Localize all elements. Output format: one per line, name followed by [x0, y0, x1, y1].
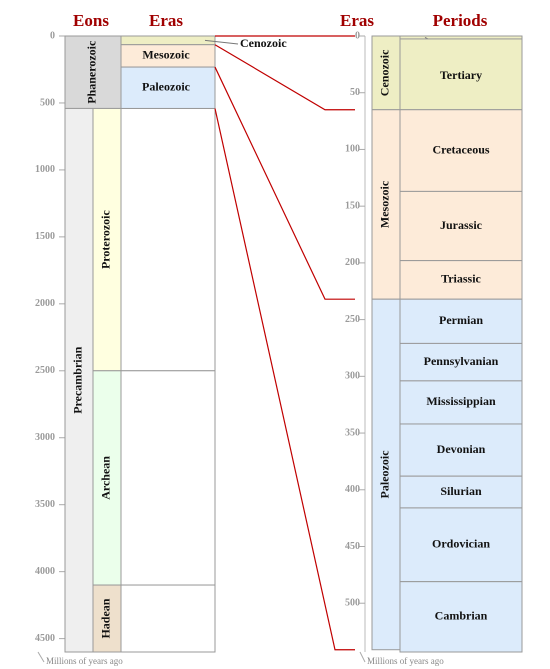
eon-box — [92, 370, 122, 586]
unit-label: Mesozoic — [142, 48, 190, 62]
header: Eras — [149, 11, 183, 30]
tick-label: 4500 — [35, 633, 55, 644]
unit-label: Precambrian — [71, 346, 85, 413]
header: Eons — [73, 11, 109, 30]
unit-label: Permian — [439, 313, 483, 327]
tick-label: 2000 — [35, 298, 55, 309]
header: Eras — [340, 11, 374, 30]
tick-label: 50 — [350, 87, 360, 98]
period-box — [399, 475, 523, 509]
unit-label: Hadean — [99, 598, 113, 638]
unit-label: Triassic — [441, 272, 481, 286]
unit-label: Cretaceous — [432, 142, 489, 156]
header: Periods — [433, 11, 488, 30]
tick-label: 4000 — [35, 566, 55, 577]
eon-box — [64, 35, 122, 109]
period-box — [399, 342, 523, 382]
unit-label: Tertiary — [440, 68, 482, 82]
tick-label: 300 — [345, 371, 360, 382]
axis-caption: Millions of years ago — [367, 656, 444, 666]
unit-label: Cambrian — [435, 609, 488, 623]
tick-label: 150 — [345, 200, 360, 211]
tick-label: 200 — [345, 257, 360, 268]
unit-label: Paleozoic — [378, 450, 392, 499]
tick-label: 100 — [345, 144, 360, 155]
era-box — [120, 66, 216, 109]
eon-box — [92, 584, 122, 653]
era-box — [120, 35, 216, 46]
connector — [214, 66, 355, 300]
tick-label: 500 — [40, 97, 55, 108]
period-box — [399, 190, 523, 262]
tick-label: 450 — [345, 541, 360, 552]
period-box — [399, 423, 523, 477]
unit-label: Phanerozoic — [85, 40, 99, 104]
tick-label: 0 — [50, 30, 55, 41]
tick-label: 250 — [345, 314, 360, 325]
eon-box — [92, 107, 122, 372]
unit-label: Devonian — [437, 442, 486, 456]
era-box — [120, 584, 216, 653]
era-box — [371, 298, 401, 651]
connector — [214, 108, 355, 651]
tick-label: 1500 — [35, 231, 55, 242]
unit-label: Archean — [99, 456, 113, 500]
tick-label: 500 — [345, 598, 360, 609]
eon-box — [64, 107, 94, 653]
unit-label: Jurassic — [440, 218, 483, 232]
period-box — [399, 109, 523, 192]
era-box — [371, 35, 401, 111]
unit-label: Ordovician — [432, 537, 490, 551]
unit-label: Pennsylvanian — [424, 354, 499, 368]
tick-label: 0 — [355, 30, 360, 41]
tick-label: 400 — [345, 484, 360, 495]
tick-label: 2500 — [35, 365, 55, 376]
unit-label: Mesozoic — [378, 180, 392, 228]
unit-label: Proterozoic — [99, 210, 113, 270]
tick-label: 1000 — [35, 164, 55, 175]
tick-label: 3500 — [35, 499, 55, 510]
unit-label: Paleozoic — [142, 80, 191, 94]
tick-label: 3000 — [35, 432, 55, 443]
era-box — [120, 370, 216, 586]
axis-caption: Millions of years ago — [46, 656, 123, 666]
era-box — [120, 107, 216, 372]
era-box — [371, 109, 401, 300]
unit-label: Mississippian — [426, 394, 496, 408]
connector — [214, 44, 355, 111]
unit-label: Cenozoic — [240, 36, 287, 50]
unit-label: Cenozoic — [378, 49, 392, 96]
caption-leader — [359, 651, 366, 663]
period-box — [399, 581, 523, 653]
unit-label: Silurian — [440, 484, 482, 498]
period-box — [399, 507, 523, 583]
label-leader — [204, 39, 239, 45]
caption-leader — [37, 651, 45, 663]
tick-label: 350 — [345, 427, 360, 438]
